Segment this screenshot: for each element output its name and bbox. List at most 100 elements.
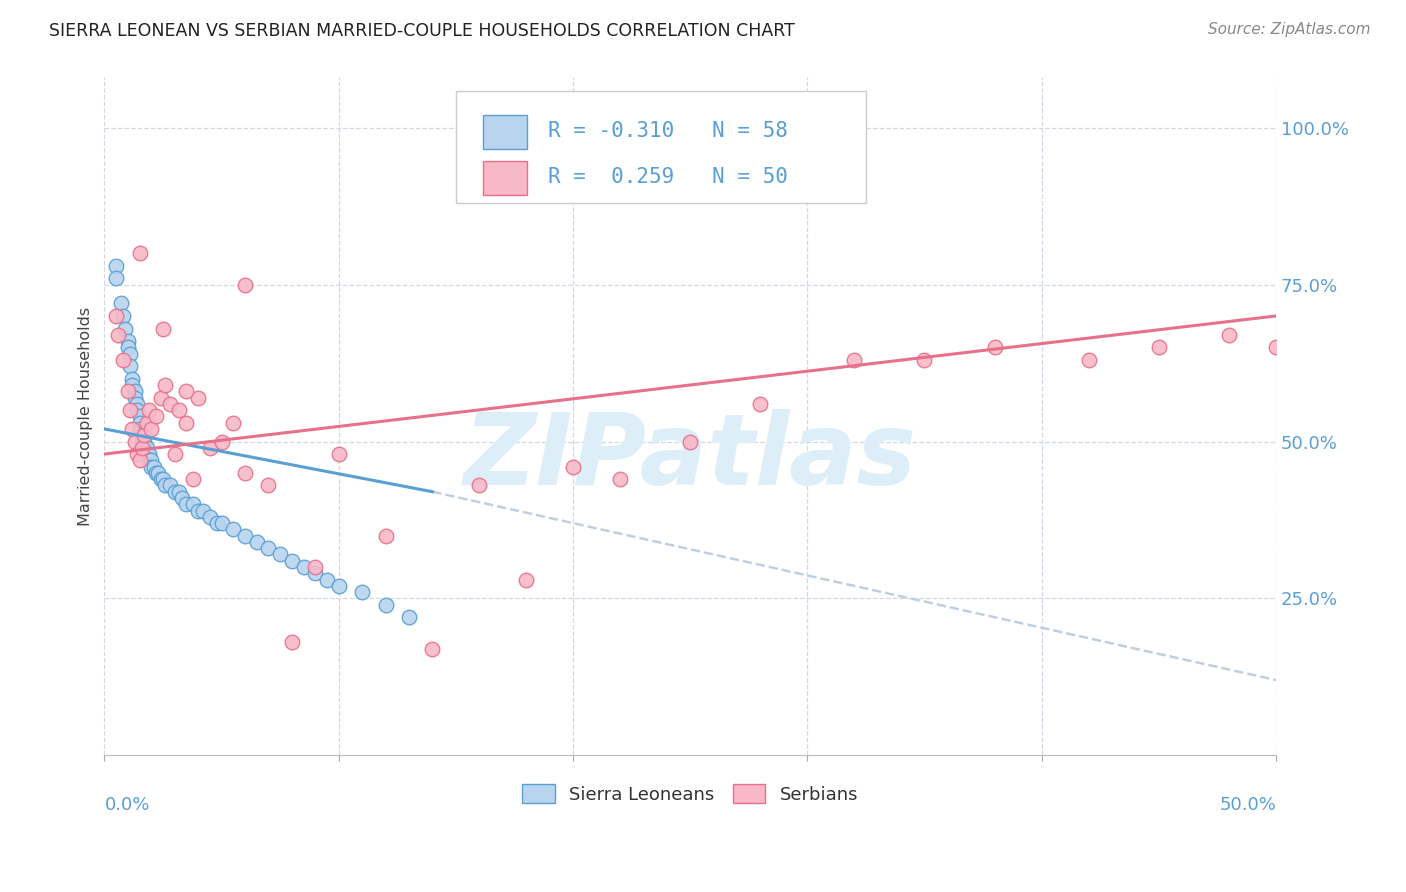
Point: [844, 352, 866, 367]
Text: R = -0.310   N = 58: R = -0.310 N = 58: [548, 121, 789, 141]
Point: [128, 246, 150, 260]
Point: [124, 384, 146, 399]
Point: [422, 641, 444, 656]
Point: [170, 491, 193, 505]
Point: [257, 478, 280, 492]
Point: [127, 403, 149, 417]
Text: 0.0%: 0.0%: [104, 796, 150, 814]
Point: [138, 403, 160, 417]
Point: [148, 466, 170, 480]
Point: [198, 441, 221, 455]
Point: [609, 472, 631, 486]
Point: [269, 548, 291, 562]
Point: [105, 309, 128, 323]
Point: [211, 516, 233, 530]
Point: [149, 472, 172, 486]
Point: [112, 352, 135, 367]
Point: [121, 372, 143, 386]
Point: [1147, 340, 1170, 354]
Point: [169, 484, 191, 499]
Point: [198, 509, 221, 524]
Text: 50.0%: 50.0%: [1219, 796, 1277, 814]
Point: [749, 397, 772, 411]
Point: [142, 459, 165, 474]
Text: SIERRA LEONEAN VS SERBIAN MARRIED-COUPLE HOUSEHOLDS CORRELATION CHART: SIERRA LEONEAN VS SERBIAN MARRIED-COUPLE…: [49, 22, 794, 40]
FancyBboxPatch shape: [482, 161, 527, 194]
Point: [114, 321, 136, 335]
Point: [187, 391, 209, 405]
Point: [107, 327, 129, 342]
Point: [233, 529, 256, 543]
Point: [183, 497, 205, 511]
Point: [233, 277, 256, 292]
Point: [138, 453, 160, 467]
Point: [128, 416, 150, 430]
Point: [117, 384, 139, 399]
Point: [120, 403, 142, 417]
Point: [281, 635, 304, 649]
Point: [328, 447, 350, 461]
Point: [292, 560, 315, 574]
Point: [183, 472, 205, 486]
Point: [134, 428, 156, 442]
Point: [127, 447, 149, 461]
Point: [257, 541, 280, 556]
Point: [120, 359, 142, 374]
Point: [134, 441, 156, 455]
Point: [131, 428, 153, 442]
Point: [128, 409, 150, 424]
Point: [120, 346, 142, 360]
Point: [135, 416, 157, 430]
Point: [515, 573, 537, 587]
Point: [131, 441, 153, 455]
Point: [233, 466, 256, 480]
Point: [163, 447, 186, 461]
Point: [281, 554, 304, 568]
Point: [1077, 352, 1099, 367]
Point: [117, 334, 139, 348]
Point: [121, 422, 143, 436]
Point: [1265, 340, 1288, 354]
Point: [163, 484, 186, 499]
Point: [141, 453, 163, 467]
Point: [159, 478, 181, 492]
Point: [135, 441, 157, 455]
Point: [141, 459, 163, 474]
Point: [374, 598, 396, 612]
Point: [152, 472, 174, 486]
Text: ZIPatlas: ZIPatlas: [464, 409, 917, 506]
Point: [105, 271, 128, 285]
Point: [134, 434, 156, 449]
Point: [145, 409, 167, 424]
Point: [176, 384, 198, 399]
Point: [145, 466, 167, 480]
Point: [304, 566, 326, 581]
Point: [128, 453, 150, 467]
Point: [169, 403, 191, 417]
Y-axis label: Married-couple Households: Married-couple Households: [79, 307, 93, 526]
Point: [152, 321, 174, 335]
Point: [984, 340, 1007, 354]
Point: [844, 133, 866, 147]
Point: [316, 573, 339, 587]
Point: [155, 478, 177, 492]
Point: [191, 503, 214, 517]
Point: [127, 397, 149, 411]
FancyBboxPatch shape: [482, 115, 527, 149]
Point: [124, 391, 146, 405]
Point: [304, 560, 326, 574]
Point: [222, 416, 245, 430]
Point: [211, 434, 233, 449]
Point: [131, 434, 153, 449]
Point: [128, 422, 150, 436]
Point: [914, 352, 936, 367]
Point: [398, 610, 420, 624]
Point: [352, 585, 374, 599]
Point: [205, 516, 228, 530]
Point: [138, 447, 160, 461]
Point: [246, 535, 269, 549]
Point: [328, 579, 350, 593]
Point: [222, 522, 245, 536]
Legend: Sierra Leoneans, Serbians: Sierra Leoneans, Serbians: [515, 777, 865, 811]
Point: [1218, 327, 1240, 342]
